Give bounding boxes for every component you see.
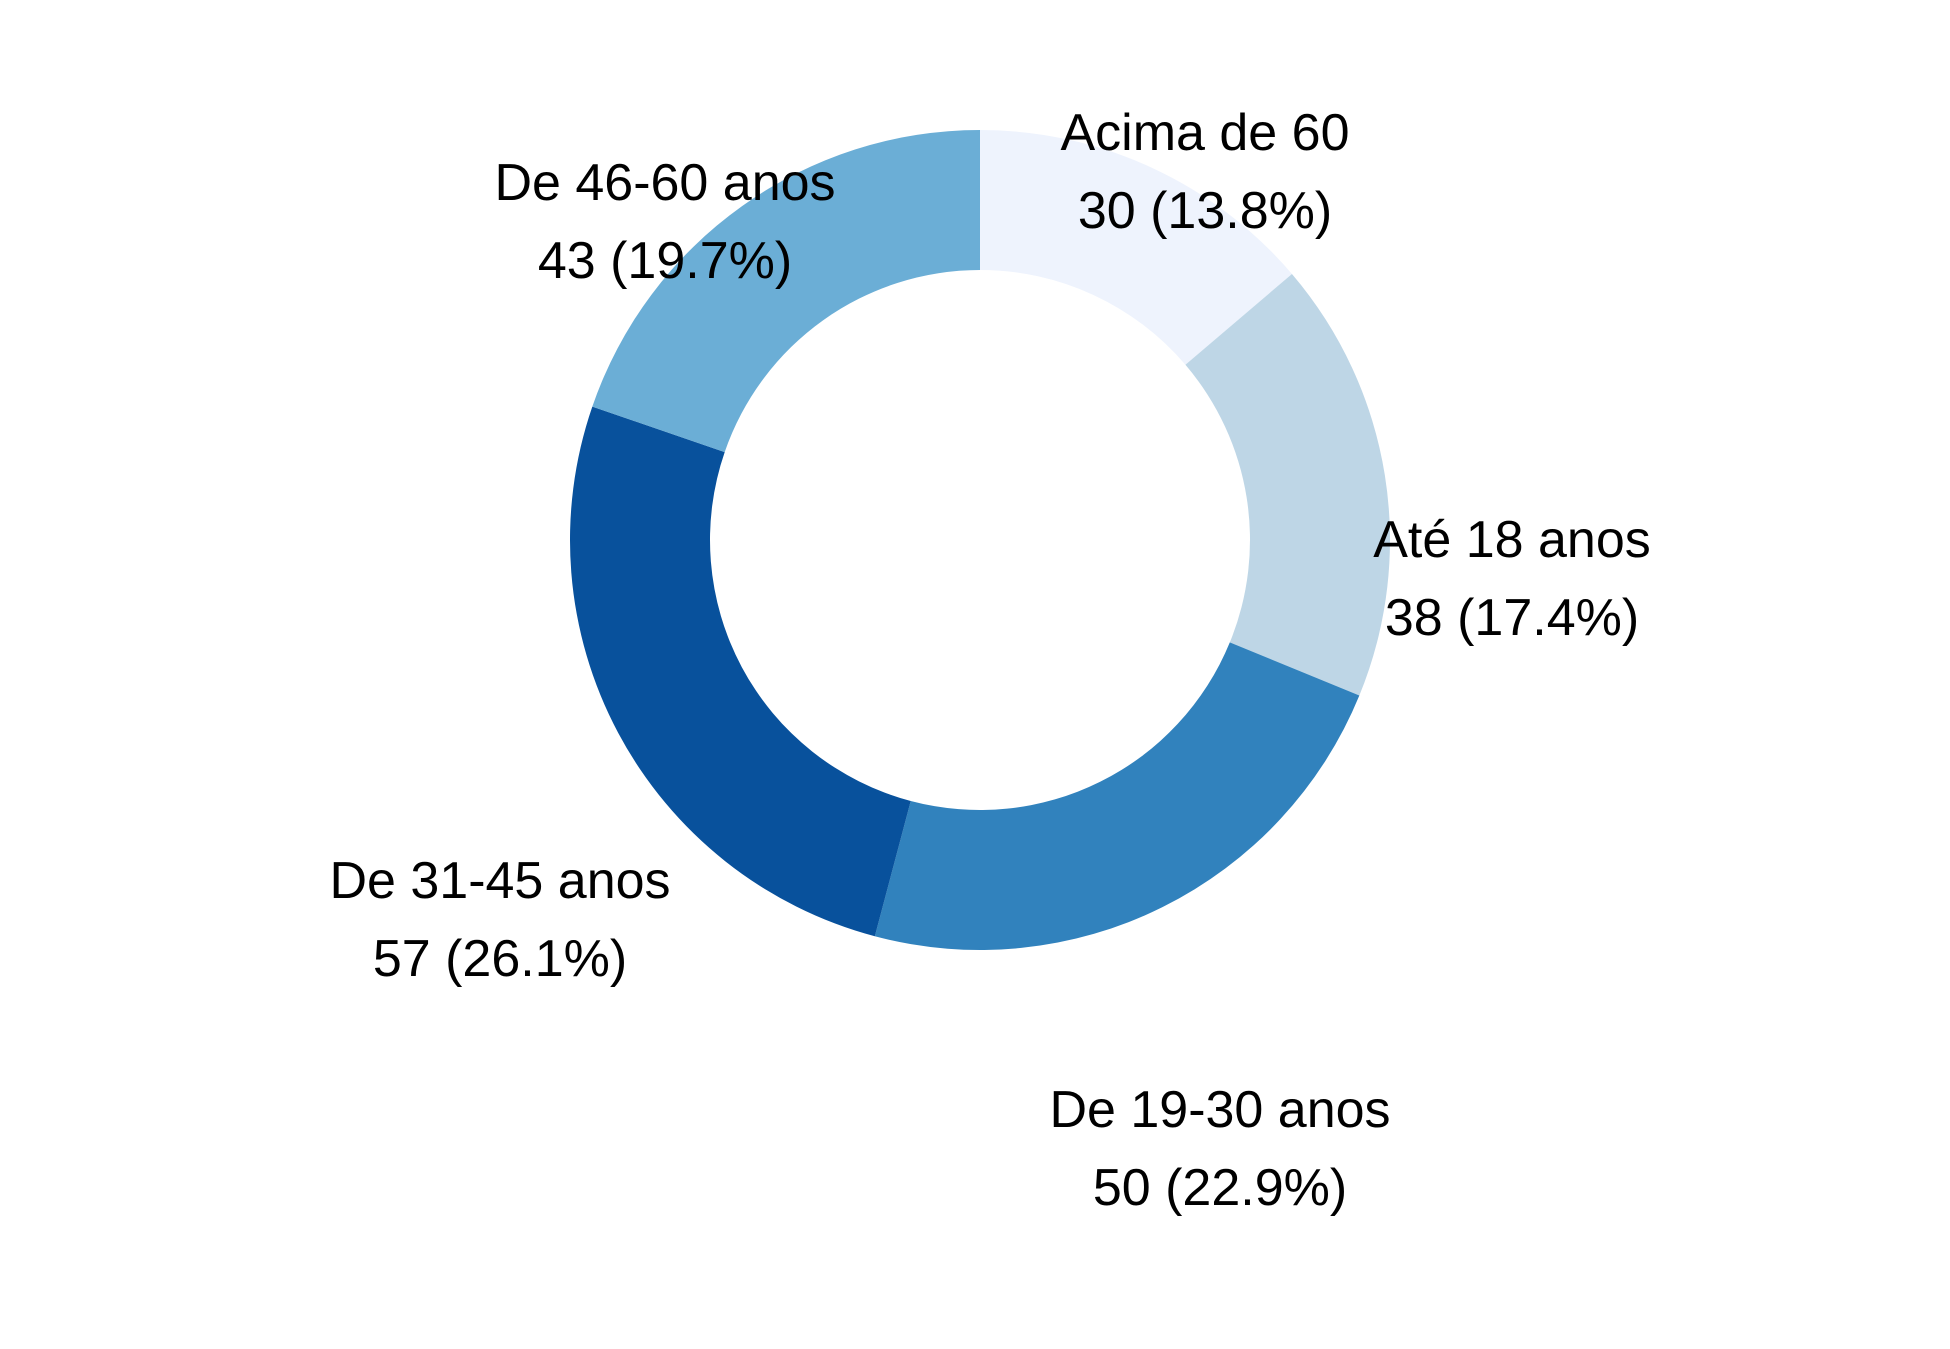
slice-category-label: De 19-30 anos — [1049, 1081, 1390, 1139]
slice-value-label: 30 (13.8%) — [1078, 182, 1332, 240]
slice-value-label: 50 (22.9%) — [1093, 1159, 1347, 1217]
donut-slice-4 — [570, 406, 911, 937]
labels-layer: Acima de 60 30 (13.8%) Até 18 anos 38 (17.4… — [329, 104, 1650, 1217]
slice-value-label: 43 (19.7%) — [538, 232, 792, 290]
slice-category-label: Acima de 60 — [1060, 104, 1349, 162]
donut-slice-5 — [592, 130, 980, 453]
slice-value-label: 38 (17.4%) — [1385, 589, 1639, 647]
slice-category-label: Até 18 anos — [1373, 511, 1651, 569]
slices-layer — [570, 130, 1390, 950]
donut-slice-2 — [1185, 273, 1390, 696]
slice-category-label: De 46-60 anos — [494, 154, 835, 212]
slice-category-label: De 31-45 anos — [329, 852, 670, 910]
donut-slice-1 — [980, 130, 1292, 365]
slice-value-label: 57 (26.1%) — [373, 930, 627, 988]
donut-slice-3 — [874, 642, 1360, 950]
